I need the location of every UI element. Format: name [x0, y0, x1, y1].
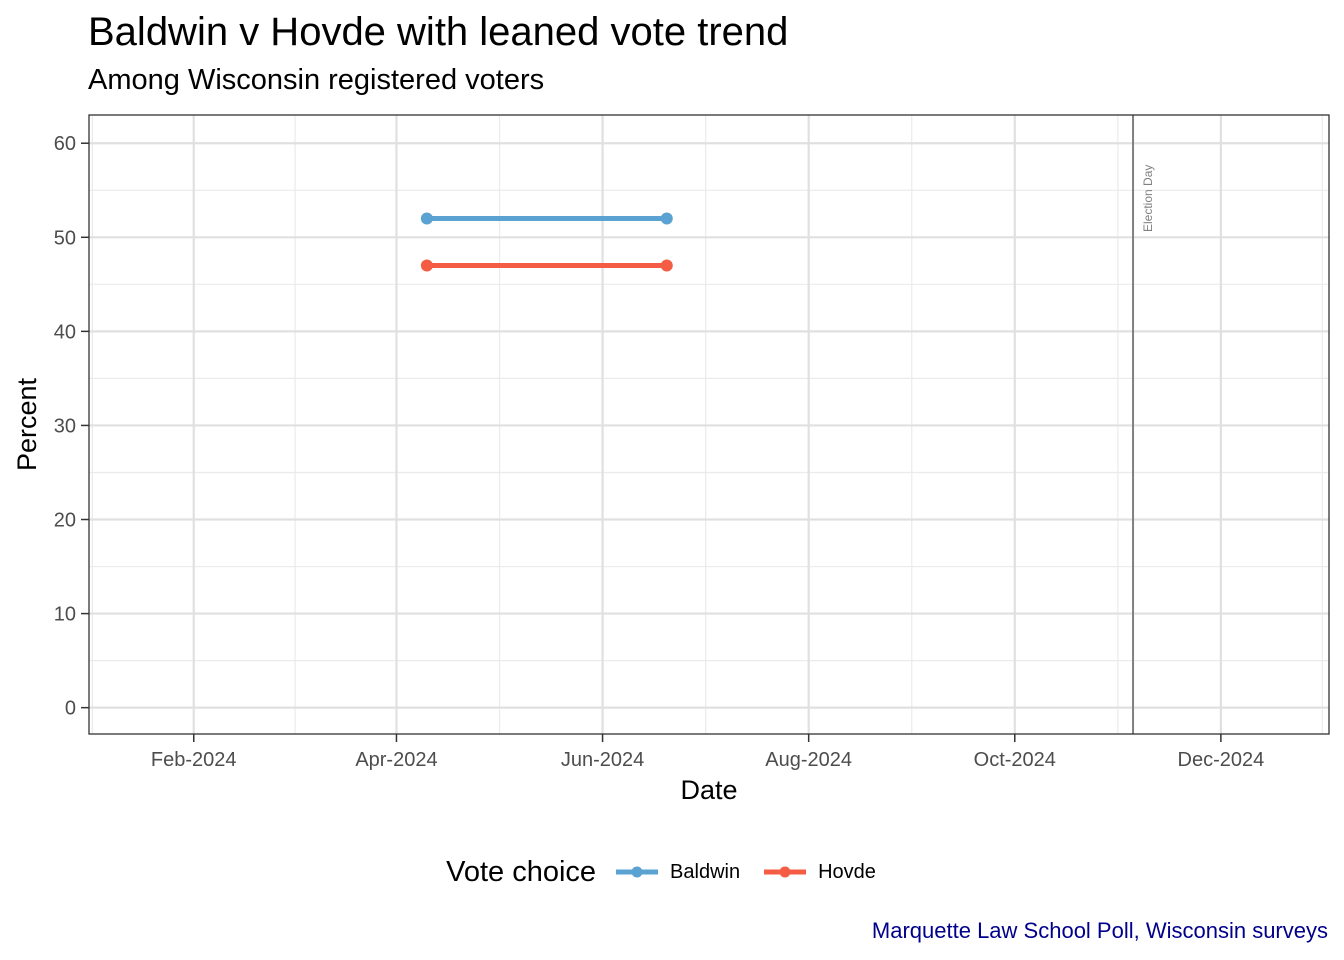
data-point-hovde — [420, 259, 433, 272]
grid — [89, 115, 1329, 734]
data-point-baldwin — [420, 212, 433, 225]
x-axis-title: Date — [680, 775, 737, 805]
legend-item-baldwin: Baldwin — [614, 861, 740, 884]
x-tick-label: Dec-2024 — [1178, 749, 1265, 771]
x-tick-label: Jun-2024 — [561, 749, 644, 771]
series-hovde — [420, 259, 673, 272]
legend-label-hovde: Hovde — [818, 860, 876, 883]
x-tick-label: Oct-2024 — [974, 749, 1056, 771]
data-point-hovde — [660, 259, 673, 272]
x-tick-label: Aug-2024 — [765, 749, 852, 771]
plot-panel — [88, 114, 1330, 735]
x-tick-label: Feb-2024 — [151, 749, 237, 771]
legend-key-hovde — [764, 866, 807, 878]
y-tick-label: 60 — [54, 133, 76, 155]
data-point-baldwin — [660, 212, 673, 225]
y-tick-label: 30 — [54, 415, 76, 437]
series-baldwin — [420, 212, 673, 225]
x-tick-label: Apr-2024 — [355, 749, 437, 771]
legend-item-hovde: Hovde — [762, 861, 876, 884]
y-tick-label: 50 — [54, 227, 76, 249]
y-tick-label: 10 — [54, 604, 76, 626]
legend-key-baldwin — [616, 866, 659, 878]
chart-subtitle: Among Wisconsin registered voters — [88, 64, 545, 96]
y-tick-label: 0 — [65, 698, 76, 720]
election-day-label: Election Day — [1141, 165, 1155, 232]
legend-title: Vote choice — [446, 855, 597, 888]
y-tick-label: 40 — [54, 321, 76, 343]
legend-label-baldwin: Baldwin — [670, 860, 741, 883]
chart-title: Baldwin v Hovde with leaned vote trend — [88, 10, 789, 54]
legend: Vote choice Baldwin Hovde — [0, 852, 1344, 892]
y-axis-title: Percent — [12, 377, 42, 471]
chart-caption: Marquette Law School Poll, Wisconsin sur… — [871, 918, 1328, 943]
y-tick-label: 20 — [54, 510, 76, 532]
